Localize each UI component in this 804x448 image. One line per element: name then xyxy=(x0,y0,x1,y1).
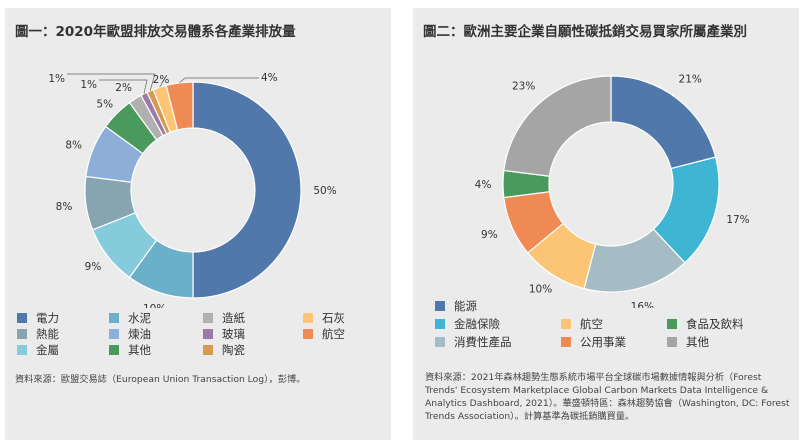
slice-label-0-3: 8% xyxy=(56,201,73,213)
legend-swatch xyxy=(561,337,571,347)
slice-label-0-4: 8% xyxy=(65,139,82,151)
legend-item-1-2-1: 公用事業 xyxy=(561,334,626,350)
legend-label: 石灰 xyxy=(322,311,345,325)
donut-slice-1-6 xyxy=(503,75,612,177)
legend-item-0-0-2: 造紙 xyxy=(203,310,245,326)
legend-swatch xyxy=(17,313,27,323)
legend-swatch xyxy=(435,337,445,347)
legend-item-1-1-1: 航空 xyxy=(561,316,603,332)
legend-label: 航空 xyxy=(580,317,603,331)
source-note-right: 資料來源：2021年森林趨勢生態系統市場平台全球碳市場數據情報與分析（Fores… xyxy=(425,372,790,422)
legend-label: 陶瓷 xyxy=(222,343,245,357)
slice-label-1-6: 23% xyxy=(512,80,535,92)
legend-item-0-1-2: 玻璃 xyxy=(203,326,245,342)
donut-slice-1-0 xyxy=(610,75,717,170)
slice-label-0-8: 1% xyxy=(48,73,65,85)
legend-swatch xyxy=(109,345,119,355)
legend-item-1-2-2: 其他 xyxy=(667,334,709,350)
legend-label: 金屬 xyxy=(36,343,59,357)
legend-swatch xyxy=(109,313,119,323)
legend-label: 玻璃 xyxy=(222,327,245,341)
slice-label-0-5: 5% xyxy=(96,99,113,111)
legend-right: 能源金融保險 航空 食品及飲料消費性產品 公用事業 其他 xyxy=(435,298,785,358)
legend-swatch xyxy=(435,301,445,311)
leader-line-0-7 xyxy=(99,79,148,94)
legend-swatch xyxy=(561,319,571,329)
legend-swatch xyxy=(109,329,119,339)
legend-item-0-1-0: 熱能 xyxy=(17,326,59,342)
legend-label: 電力 xyxy=(36,311,59,325)
slice-label-0-10: 4% xyxy=(261,72,278,84)
legend-item-0-2-2: 陶瓷 xyxy=(203,342,245,358)
donut-slice-0-0 xyxy=(192,81,302,299)
legend-label: 熱能 xyxy=(36,327,59,341)
legend-label: 消費性產品 xyxy=(454,335,512,349)
legend-item-0-0-0: 電力 xyxy=(17,310,59,326)
slice-label-0-0: 50% xyxy=(313,185,336,197)
legend-item-1-2-0: 消費性產品 xyxy=(435,334,512,350)
legend-swatch xyxy=(667,319,677,329)
slice-label-0-7: 1% xyxy=(80,79,97,91)
donut-slice-0-10 xyxy=(165,81,194,131)
slice-label-1-5: 4% xyxy=(475,179,492,191)
chart-title-left: 圖一：2020年歐盟排放交易體系各產業排放量 xyxy=(15,24,296,40)
legend-item-1-1-2: 食品及飲料 xyxy=(667,316,744,332)
slice-label-0-9: 2% xyxy=(153,74,170,86)
legend-swatch xyxy=(203,313,213,323)
slice-label-1-2: 16% xyxy=(631,301,654,308)
legend-label: 公用事業 xyxy=(580,335,626,349)
legend-swatch xyxy=(203,329,213,339)
legend-swatch xyxy=(303,329,313,339)
legend-swatch xyxy=(435,319,445,329)
source-note-left: 資料來源：歐盟交易誌（European Union Transaction Lo… xyxy=(15,374,306,385)
leader-line-0-8 xyxy=(67,73,156,91)
slice-label-0-6: 2% xyxy=(115,82,132,94)
legend-item-1-0-0: 能源 xyxy=(435,298,477,314)
legend-left: 電力 水泥 造紙 石灰熱能 煉油 玻璃 航空金屬 其他 陶瓷 xyxy=(17,310,387,360)
legend-label: 造紙 xyxy=(222,311,245,325)
legend-label: 航空 xyxy=(322,327,345,341)
slice-label-0-2: 9% xyxy=(85,261,102,273)
legend-item-1-1-0: 金融保險 xyxy=(435,316,500,332)
legend-label: 煉油 xyxy=(128,327,151,341)
slice-label-1-1: 17% xyxy=(726,214,749,226)
donut-chart-left: 50%10%9%8%8%5%2%1%1%2%4% xyxy=(48,72,336,308)
legend-label: 食品及飲料 xyxy=(686,317,744,331)
legend-label: 其他 xyxy=(128,343,151,357)
slice-label-0-1: 10% xyxy=(143,303,166,308)
donut-chart-right: 21% 17% 16% 10% 9% 4% 23% xyxy=(475,73,750,308)
legend-item-0-2-0: 金屬 xyxy=(17,342,59,358)
legend-label: 金融保險 xyxy=(454,317,500,331)
legend-item-0-2-1: 其他 xyxy=(109,342,151,358)
slice-label-1-0: 21% xyxy=(679,73,702,85)
legend-item-0-0-1: 水泥 xyxy=(109,310,151,326)
slice-label-1-3: 10% xyxy=(529,284,552,296)
leader-line-0-9 xyxy=(159,77,166,88)
legend-swatch xyxy=(17,345,27,355)
legend-label: 水泥 xyxy=(128,311,151,325)
leader-line-0-10 xyxy=(179,77,259,84)
slice-label-1-4: 9% xyxy=(481,229,498,241)
legend-item-0-0-3: 石灰 xyxy=(303,310,345,326)
legend-swatch xyxy=(667,337,677,347)
legend-swatch xyxy=(17,329,27,339)
legend-item-0-1-3: 航空 xyxy=(303,326,345,342)
legend-swatch xyxy=(303,313,313,323)
legend-swatch xyxy=(203,345,213,355)
chart-title-right: 圖二：歐洲主要企業自願性碳抵銷交易買家所屬產業別 xyxy=(423,24,747,40)
legend-label: 其他 xyxy=(686,335,709,349)
legend-item-0-1-1: 煉油 xyxy=(109,326,151,342)
chart-panel-left: 圖一：2020年歐盟排放交易體系各產業排放量 50%10%9%8%8%5%2%1… xyxy=(5,8,391,440)
chart-panel-right: 圖二：歐洲主要企業自願性碳抵銷交易買家所屬產業別 21% 17% 16% 10% 9% 4… xyxy=(413,8,799,440)
legend-label: 能源 xyxy=(454,299,477,313)
